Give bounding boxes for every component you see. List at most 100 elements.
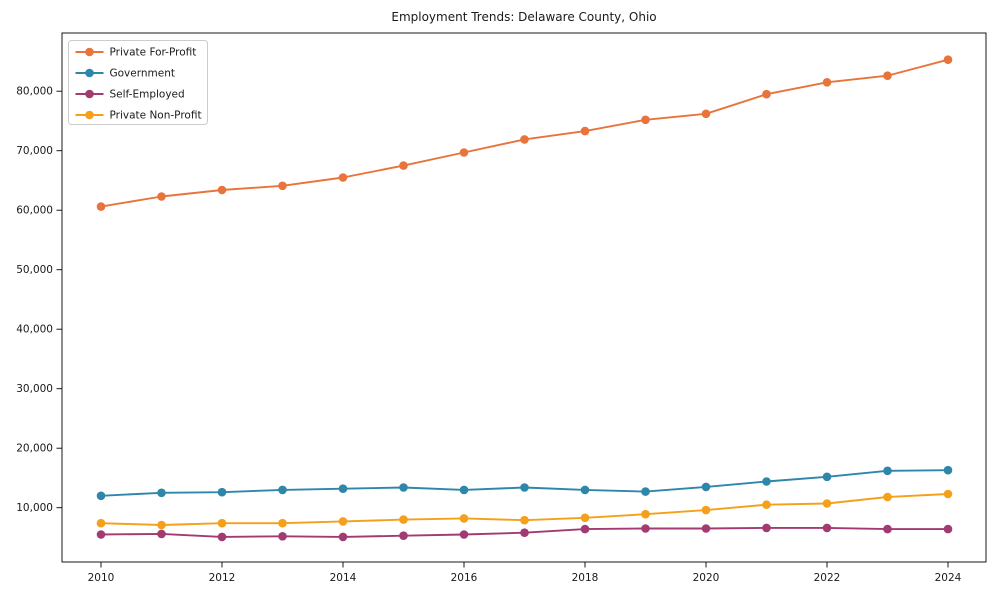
data-point-marker	[701, 524, 711, 533]
x-axis-tick-label: 2010	[88, 572, 115, 584]
data-point-marker	[217, 487, 227, 497]
x-axis-tick-label: 2014	[330, 572, 357, 584]
series-private-non-profit	[96, 489, 953, 530]
y-axis-tick-label: 20,000	[16, 443, 53, 455]
data-point-marker	[883, 492, 892, 502]
legend: Private For-Profit Government Self-Employe…	[68, 40, 208, 125]
data-point-marker	[883, 71, 892, 80]
data-point-marker	[338, 532, 348, 542]
data-point-marker	[399, 161, 408, 170]
series-group	[96, 55, 953, 542]
legend-item-private-for-profit: Private For-Profit	[75, 47, 197, 59]
data-point-marker	[96, 202, 106, 211]
y-axis-tick-label: 80,000	[16, 86, 53, 98]
data-point-marker	[641, 115, 650, 125]
legend-item-self-employed: Self-Employed	[75, 89, 185, 101]
data-point-marker	[580, 126, 590, 136]
data-point-marker	[822, 499, 832, 508]
series-self-employed	[96, 523, 953, 542]
data-point-marker	[96, 491, 106, 501]
data-point-marker	[641, 487, 650, 496]
x-axis-tick-label: 2022	[814, 572, 841, 584]
y-axis-tick-label: 60,000	[16, 205, 53, 217]
data-point-marker	[943, 465, 953, 475]
data-point-marker	[943, 524, 953, 534]
data-point-marker	[520, 528, 529, 537]
data-point-marker	[157, 520, 166, 530]
data-point-marker	[278, 532, 287, 541]
y-axis-tick-label: 30,000	[16, 383, 53, 395]
data-point-marker	[217, 532, 227, 542]
x-axis-tick-label: 2024	[935, 572, 962, 584]
legend-item-label: Government	[110, 68, 175, 80]
data-point-marker	[943, 55, 953, 64]
legend-dot-marker-icon	[85, 47, 94, 57]
data-point-marker	[701, 482, 711, 492]
data-point-marker	[701, 109, 711, 119]
data-point-marker	[157, 488, 166, 498]
data-point-marker	[96, 518, 106, 528]
data-point-marker	[338, 484, 348, 494]
data-point-marker	[399, 515, 408, 524]
legend-item-private-non-profit: Private Non-Profit	[75, 110, 202, 122]
data-point-marker	[96, 530, 106, 539]
data-point-marker	[641, 509, 650, 519]
data-point-marker	[883, 524, 892, 534]
data-point-marker	[762, 89, 771, 99]
data-point-marker	[459, 485, 469, 495]
data-point-marker	[399, 531, 408, 540]
data-point-marker	[278, 181, 287, 191]
data-point-marker	[520, 135, 529, 144]
chart-title: Employment Trends: Delaware County, Ohio	[391, 10, 656, 24]
data-point-marker	[762, 477, 771, 486]
plot-area	[61, 32, 987, 563]
series-government	[96, 465, 953, 501]
y-axis-tick-label: 10,000	[16, 502, 53, 514]
legend-item-label: Private For-Profit	[110, 47, 197, 59]
data-point-marker	[580, 524, 590, 534]
legend-box	[68, 40, 208, 125]
y-axis-tick-label: 50,000	[16, 264, 53, 276]
data-point-marker	[580, 485, 590, 495]
data-point-marker	[217, 518, 227, 528]
legend-dot-marker-icon	[85, 68, 94, 78]
data-point-marker	[822, 78, 832, 87]
data-point-marker	[459, 148, 469, 157]
x-axis-tick-label: 2018	[572, 572, 599, 584]
data-point-marker	[822, 472, 832, 482]
data-point-marker	[278, 485, 287, 495]
data-point-marker	[520, 483, 529, 492]
data-point-marker	[701, 505, 711, 515]
y-axis-tick-label: 40,000	[16, 324, 53, 336]
data-point-marker	[399, 483, 408, 492]
data-point-marker	[217, 185, 227, 195]
legend-dot-marker-icon	[85, 89, 94, 99]
data-point-marker	[338, 173, 348, 182]
data-point-marker	[157, 529, 166, 539]
data-point-marker	[883, 466, 892, 476]
x-axis-tick-label: 2012	[209, 572, 236, 584]
data-point-marker	[762, 500, 771, 510]
y-axis: 10,000 20,000 30,000 40,000 50,000 60,000 70,0…	[16, 86, 62, 514]
data-point-marker	[278, 518, 287, 528]
data-point-marker	[459, 530, 469, 539]
data-point-marker	[641, 524, 650, 533]
data-point-marker	[943, 489, 953, 499]
data-point-marker	[157, 192, 166, 201]
x-axis-tick-label: 2020	[693, 572, 720, 584]
legend-item-label: Self-Employed	[110, 89, 185, 101]
x-axis-tick-label: 2016	[451, 572, 478, 584]
data-point-marker	[520, 515, 529, 525]
legend-item-label: Private Non-Profit	[110, 110, 202, 122]
data-point-marker	[580, 513, 590, 523]
series-line-government	[100, 469, 949, 497]
legend-dot-marker-icon	[85, 110, 94, 120]
y-axis-tick-label: 70,000	[16, 145, 53, 157]
data-point-marker	[762, 523, 771, 533]
series-private-for-profit	[96, 55, 953, 211]
legend-item-government: Government	[75, 68, 175, 80]
data-point-marker	[459, 514, 469, 523]
x-axis: 2010 2012 2014 2016 2018 2020 2022 2024	[88, 562, 962, 584]
